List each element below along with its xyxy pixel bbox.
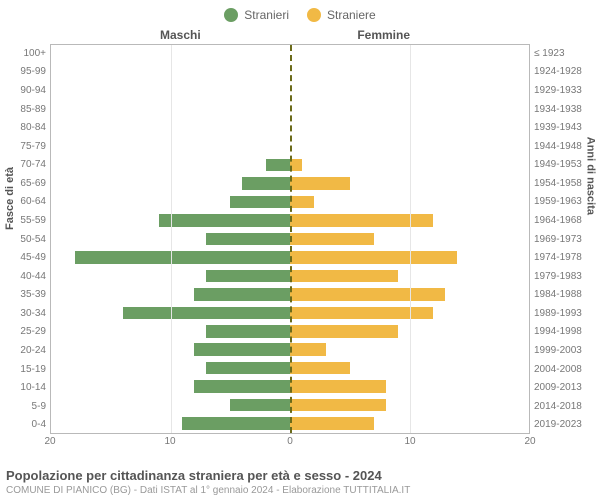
y-label-age: 30-34 [0,304,50,323]
x-tick-label: 0 [287,436,293,447]
bar-female [290,380,386,393]
y-label-birth: 1939-1943 [530,118,600,137]
bar-female [290,177,350,190]
bar-male [159,214,290,227]
gridline [410,45,411,433]
bar-male [206,270,290,283]
y-label-age: 65-69 [0,174,50,193]
column-header-right: Femmine [357,28,410,42]
bar-male [242,177,290,190]
bar-male [266,159,290,172]
x-tick-label: 20 [44,436,55,447]
y-label-birth: 2009-2013 [530,378,600,397]
bar-male [206,233,290,246]
y-label-age: 95-99 [0,63,50,82]
bar-female [290,214,433,227]
bar-female [290,251,457,264]
chart-footer: Popolazione per cittadinanza straniera p… [6,468,594,496]
y-label-age: 60-64 [0,193,50,212]
y-label-birth: 1944-1948 [530,137,600,156]
bar-female [290,196,314,209]
chart-title: Popolazione per cittadinanza straniera p… [6,468,594,483]
bar-male [194,380,290,393]
y-label-age: 25-29 [0,323,50,342]
y-label-birth: 1949-1953 [530,155,600,174]
bar-male [194,288,290,301]
y-label-age: 100+ [0,44,50,63]
y-label-birth: 1989-1993 [530,304,600,323]
bar-male [206,362,290,375]
y-label-age: 45-49 [0,248,50,267]
bar-female [290,399,386,412]
bar-female [290,288,445,301]
y-label-birth: 1974-1978 [530,248,600,267]
bar-female [290,343,326,356]
y-labels-age: 100+95-9990-9485-8980-8475-7970-7465-696… [0,44,50,434]
y-label-birth: 1929-1933 [530,81,600,100]
bar-female [290,233,374,246]
y-label-age: 50-54 [0,230,50,249]
y-label-birth: 1964-1968 [530,211,600,230]
population-pyramid-chart: Stranieri Straniere Maschi Femmine Fasce… [0,0,600,500]
y-label-birth: 2004-2008 [530,360,600,379]
y-labels-birth: ≤ 19231924-19281929-19331934-19381939-19… [530,44,600,434]
x-tick-label: 20 [524,436,535,447]
bar-male [182,417,290,430]
y-label-birth: 1999-2003 [530,341,600,360]
legend-item-male: Stranieri [224,6,289,24]
chart-subtitle: COMUNE DI PIANICO (BG) - Dati ISTAT al 1… [6,485,594,496]
y-label-age: 75-79 [0,137,50,156]
x-axis-labels: 201001020 [50,436,530,450]
y-label-birth: ≤ 1923 [530,44,600,63]
y-label-birth: 1994-1998 [530,323,600,342]
y-label-birth: 2014-2018 [530,397,600,416]
y-label-age: 10-14 [0,378,50,397]
y-label-age: 80-84 [0,118,50,137]
y-label-birth: 1979-1983 [530,267,600,286]
x-tick-label: 10 [404,436,415,447]
plot-area [50,44,530,434]
y-label-age: 40-44 [0,267,50,286]
bar-male [230,399,290,412]
column-header-left: Maschi [160,28,201,42]
bar-male [230,196,290,209]
plot-inner [51,45,529,433]
legend-label-male: Stranieri [244,8,289,22]
y-label-age: 90-94 [0,81,50,100]
bar-female [290,325,398,338]
gridline [171,45,172,433]
bar-male [75,251,290,264]
y-label-age: 55-59 [0,211,50,230]
legend-label-female: Straniere [327,8,376,22]
legend-swatch-female [307,8,321,22]
bar-female [290,362,350,375]
bar-female [290,270,398,283]
y-label-birth: 1959-1963 [530,193,600,212]
legend-swatch-male [224,8,238,22]
y-label-age: 20-24 [0,341,50,360]
y-label-birth: 1969-1973 [530,230,600,249]
y-label-age: 85-89 [0,100,50,119]
y-label-age: 0-4 [0,416,50,435]
bar-female [290,307,433,320]
y-label-age: 70-74 [0,155,50,174]
y-label-birth: 1984-1988 [530,286,600,305]
bar-male [206,325,290,338]
center-line [290,45,292,433]
y-label-birth: 1934-1938 [530,100,600,119]
y-label-age: 35-39 [0,286,50,305]
x-tick-label: 10 [164,436,175,447]
legend-item-female: Straniere [307,6,376,24]
bar-female [290,417,374,430]
y-label-birth: 1924-1928 [530,63,600,82]
bar-male [194,343,290,356]
legend: Stranieri Straniere [0,0,600,24]
bar-male [123,307,290,320]
y-label-age: 15-19 [0,360,50,379]
y-label-birth: 2019-2023 [530,416,600,435]
y-label-age: 5-9 [0,397,50,416]
y-label-birth: 1954-1958 [530,174,600,193]
